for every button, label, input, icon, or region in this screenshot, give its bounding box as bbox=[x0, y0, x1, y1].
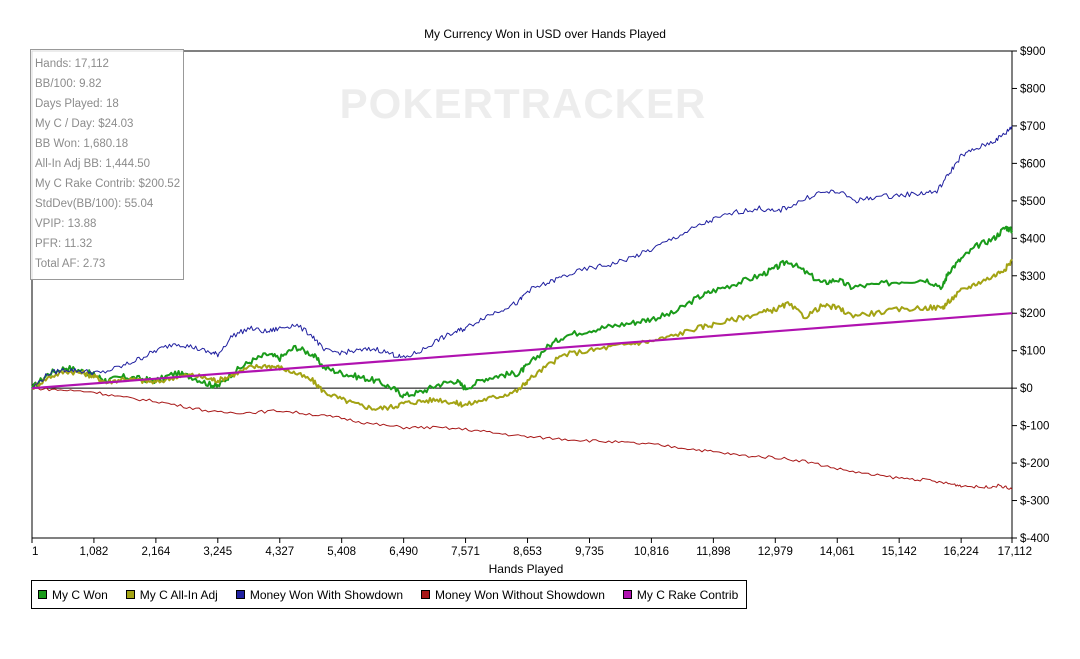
series-line-money-won-without-showdown bbox=[31, 387, 1013, 490]
x-tick-label: 2,164 bbox=[141, 546, 170, 558]
x-tick-label: 15,142 bbox=[882, 546, 917, 558]
series-line-my-c-won bbox=[31, 225, 1013, 399]
y-tick-label: $100 bbox=[1020, 346, 1046, 358]
y-tick-label: $-200 bbox=[1020, 458, 1049, 470]
legend-swatch bbox=[38, 590, 47, 599]
x-tick-label: 7,571 bbox=[451, 546, 480, 558]
stats-line: PFR: 11.32 bbox=[35, 238, 93, 250]
legend-swatch bbox=[235, 590, 245, 599]
x-tick-label: 8,653 bbox=[513, 546, 542, 558]
y-tick-label: $300 bbox=[1020, 271, 1046, 283]
legend-entry: My C Won bbox=[38, 588, 108, 602]
stats-panel: Hands: 17,112 BB/100: 9.82 Days Played: 18… bbox=[30, 49, 184, 280]
series-line-money-won-with-showdown bbox=[31, 125, 1013, 389]
x-tick-label: 10,816 bbox=[634, 546, 669, 558]
legend-swatch bbox=[421, 590, 431, 599]
chart-title: My Currency Won in USD over Hands Played bbox=[424, 27, 666, 41]
x-tick-label: 1 bbox=[32, 546, 38, 558]
plot-frame bbox=[31, 50, 1013, 539]
y-tick-label: $-300 bbox=[1020, 496, 1049, 508]
stats-line: BB/100: 9.82 bbox=[35, 78, 102, 90]
y-tick-label: $400 bbox=[1020, 233, 1046, 245]
x-tick-label: 12,979 bbox=[758, 546, 793, 558]
legend-label: Money Won With Showdown bbox=[249, 587, 404, 602]
x-tick-label: 11,898 bbox=[696, 546, 730, 558]
stats-line: Days Played: 18 bbox=[35, 98, 119, 110]
stats-line: Total AF: 2.73 bbox=[35, 258, 106, 270]
x-tick-label: 14,061 bbox=[820, 546, 855, 558]
x-tick-label: 6,490 bbox=[389, 546, 418, 558]
stats-line: BB Won: 1,680.18 bbox=[35, 138, 129, 150]
y-tick-label: $900 bbox=[1020, 46, 1046, 58]
legend-label: My C All-In Adj bbox=[139, 587, 218, 602]
legend-entry: My C All-In Adj bbox=[125, 587, 218, 602]
chart-legend: My C Won My C All-In Adj Money Won With Sh… bbox=[31, 580, 748, 609]
legend-entry: My C Rake Contrib bbox=[622, 587, 739, 602]
legend-entry: Money Won Without Showdown bbox=[421, 588, 605, 602]
stats-line: My C / Day: $24.03 bbox=[35, 118, 134, 130]
x-tick-label: 3,245 bbox=[203, 546, 232, 558]
legend-label: My C Rake Contrib bbox=[636, 587, 739, 602]
stats-line: StdDev(BB/100): 55.04 bbox=[35, 198, 154, 210]
y-tick-label: $-400 bbox=[1020, 533, 1049, 545]
legend-swatch bbox=[125, 590, 135, 599]
y-tick-label: $200 bbox=[1020, 308, 1046, 320]
series-line-my-c-rake-contrib bbox=[31, 312, 1013, 390]
x-tick-label: 16,224 bbox=[944, 546, 980, 558]
x-tick-label: 17,112 bbox=[998, 546, 1032, 558]
series-line-my-c-all-in-adj bbox=[31, 259, 1013, 411]
x-axis-label: Hands Played bbox=[489, 562, 564, 576]
y-tick-label: $500 bbox=[1020, 196, 1046, 208]
y-tick-label: $0 bbox=[1020, 383, 1033, 395]
x-tick-label: 9,735 bbox=[575, 546, 604, 558]
y-tick-label: $700 bbox=[1020, 121, 1046, 133]
y-tick-label: $800 bbox=[1020, 83, 1046, 95]
stats-line: All-In Adj BB: 1,444.50 bbox=[35, 158, 151, 170]
x-tick-label: 4,327 bbox=[265, 546, 294, 558]
legend-label: My C Won bbox=[52, 587, 108, 602]
watermark-text: POKERTRACKER bbox=[340, 80, 707, 127]
x-tick-label: 1,082 bbox=[80, 546, 109, 558]
legend-swatch bbox=[622, 590, 632, 599]
stats-line: VPIP: 13.88 bbox=[35, 218, 97, 230]
y-tick-label: $600 bbox=[1020, 158, 1046, 170]
y-tick-label: $-100 bbox=[1020, 421, 1049, 433]
x-tick-label: 5,408 bbox=[327, 546, 356, 558]
legend-label: Money Won Without Showdown bbox=[435, 587, 605, 602]
stats-line: Hands: 17,112 bbox=[35, 58, 109, 70]
stats-line: My C Rake Contrib: $200.52 bbox=[35, 178, 181, 190]
legend-entry: Money Won With Showdown bbox=[235, 587, 404, 602]
